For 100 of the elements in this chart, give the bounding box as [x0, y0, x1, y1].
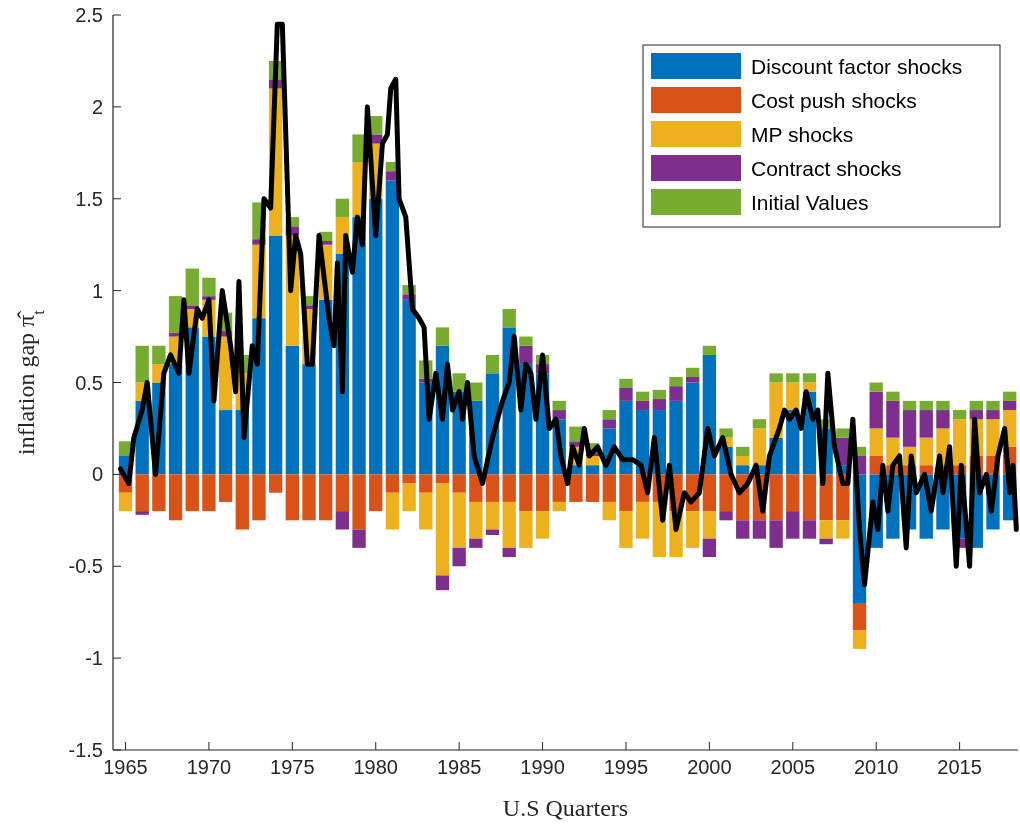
bar — [419, 492, 433, 530]
bar — [285, 474, 299, 521]
bar — [752, 520, 767, 539]
bar — [619, 511, 633, 548]
legend-label: Initial Values — [751, 191, 869, 214]
bar — [452, 492, 466, 548]
bar — [669, 376, 683, 387]
bar — [686, 376, 700, 383]
bar — [819, 538, 833, 545]
bar — [719, 474, 733, 512]
bar — [769, 474, 783, 521]
bar — [168, 364, 183, 475]
bar — [736, 520, 750, 539]
bar — [602, 419, 616, 429]
bar — [619, 400, 633, 475]
bar — [986, 419, 1000, 456]
y-tick-label: -1.5 — [68, 739, 103, 761]
bar — [135, 474, 149, 512]
bar — [702, 345, 717, 355]
bar — [869, 391, 883, 429]
bar — [435, 474, 450, 484]
bar — [152, 345, 166, 365]
bar — [235, 474, 249, 530]
bar — [185, 474, 199, 512]
bar — [485, 354, 500, 374]
y-tick-label: 2.5 — [75, 4, 103, 26]
bar — [485, 474, 500, 502]
bar — [769, 520, 783, 548]
bar — [402, 299, 416, 475]
bar — [585, 465, 600, 475]
bar — [218, 474, 233, 502]
bar — [435, 483, 450, 576]
bar — [185, 268, 199, 306]
bar — [135, 511, 149, 515]
bar — [786, 382, 800, 411]
bar — [1002, 400, 1017, 411]
bar — [702, 538, 717, 558]
bar — [652, 399, 667, 411]
bar — [519, 345, 533, 365]
bar — [535, 511, 550, 539]
y-tick-label: 1 — [91, 279, 103, 302]
bar — [836, 428, 850, 438]
bar — [602, 410, 616, 420]
bar — [202, 277, 216, 297]
bar — [736, 456, 750, 466]
bar — [669, 400, 683, 475]
bar — [802, 373, 817, 383]
bar — [902, 400, 917, 411]
bar — [635, 501, 650, 539]
x-axis-title: U.S Quarters — [502, 795, 629, 821]
bar — [352, 529, 366, 548]
bar — [302, 474, 316, 521]
bar — [635, 400, 650, 411]
bar — [869, 382, 883, 392]
x-tick-label: 2005 — [770, 756, 816, 778]
bar — [319, 474, 333, 521]
bar — [886, 391, 900, 401]
bar — [469, 538, 483, 548]
y-tick-label: 0.5 — [75, 371, 103, 394]
bar — [369, 474, 383, 512]
bar — [786, 474, 800, 512]
x-tick-label: 1995 — [603, 756, 649, 778]
bar — [435, 575, 450, 591]
bar — [552, 501, 566, 512]
bar — [485, 501, 500, 530]
x-tick-label: 2000 — [687, 756, 732, 778]
legend-label: Contract shocks — [751, 157, 902, 180]
bar — [986, 410, 1000, 420]
bar — [385, 492, 400, 530]
bar — [218, 410, 233, 475]
bar — [502, 501, 516, 548]
bar — [869, 428, 883, 456]
bar — [719, 511, 733, 521]
bar — [686, 511, 700, 548]
bar — [619, 378, 633, 389]
bar — [886, 400, 900, 438]
y-tick-label: 0 — [91, 463, 103, 486]
bar — [152, 474, 166, 512]
bar — [686, 382, 700, 475]
bar — [786, 511, 800, 539]
bar — [736, 465, 750, 475]
bar — [702, 474, 717, 512]
bar — [919, 437, 933, 466]
bar — [619, 388, 633, 401]
legend-label: Cost push shocks — [751, 89, 917, 112]
bar — [802, 520, 817, 539]
legend-label: MP shocks — [751, 123, 854, 146]
bar — [669, 386, 683, 401]
bar — [402, 483, 416, 512]
bar — [602, 501, 616, 521]
bar — [202, 474, 216, 512]
bar — [819, 474, 833, 521]
bar — [452, 474, 466, 493]
bar — [852, 603, 867, 631]
bar — [752, 419, 767, 429]
bar — [535, 474, 550, 512]
x-tick-label: 1980 — [353, 756, 398, 778]
bar — [769, 373, 783, 383]
bar — [552, 400, 566, 411]
bar — [302, 364, 316, 475]
